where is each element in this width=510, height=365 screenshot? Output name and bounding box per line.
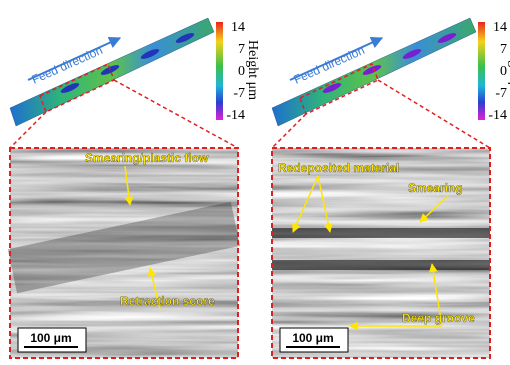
colorbar [478, 22, 485, 120]
colorbar-tick: -7 [495, 86, 507, 101]
scale-bar-label: 100 μm [292, 331, 333, 345]
zoom-connector [378, 80, 490, 148]
groove-band [272, 228, 490, 238]
colorbar-tick: -14 [226, 108, 245, 123]
colorbar-tick: 14 [231, 20, 245, 35]
annotation: Deep groove [402, 311, 475, 325]
figure: Feed direction1470-7-14Height μmSmearing… [0, 0, 510, 365]
colorbar-tick: 7 [500, 42, 507, 57]
colorbar-tick: 7 [238, 42, 245, 57]
annotation: Smearing [408, 181, 463, 195]
annotation: Retraction score [120, 294, 215, 308]
colorbar-tick: 0 [238, 64, 245, 79]
colorbar-tick: -7 [233, 86, 245, 101]
colorbar [216, 22, 223, 120]
annotation: Smearing/plastic flow [85, 151, 209, 165]
groove-band [272, 260, 490, 270]
annotation: Redeposited material [278, 161, 399, 175]
colorbar-tick: -14 [488, 108, 507, 123]
scale-bar-label: 100 μm [30, 331, 71, 345]
colorbar-tick: 0 [500, 64, 507, 79]
colorbar-tick: 14 [493, 20, 507, 35]
colorbar-label: Height μm [245, 40, 260, 100]
page: Feed direction1470-7-14Height μmSmearing… [0, 0, 510, 365]
